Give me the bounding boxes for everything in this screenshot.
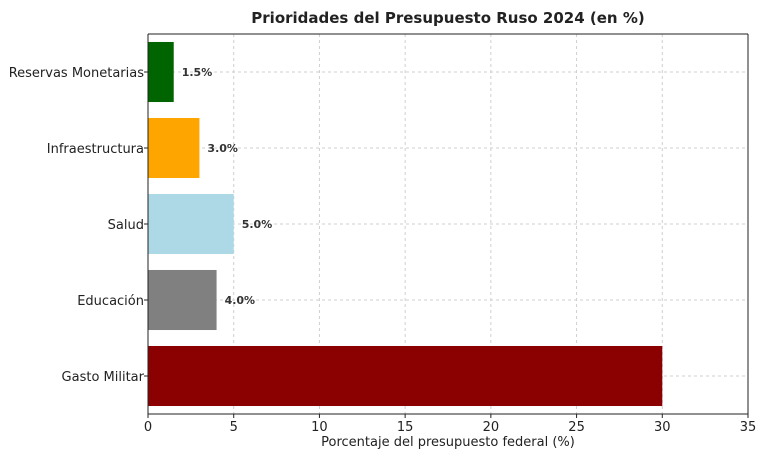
data-label: 4.0% [225, 294, 256, 307]
y-tick-label: Gasto Militar [62, 370, 145, 385]
y-tick-label: Reservas Monetarias [9, 66, 145, 81]
data-labels: 4.0% 5.0% 3.0% 1.5% [182, 66, 273, 307]
bar [148, 269, 217, 331]
y-tick-label: Salud [108, 218, 144, 233]
x-tick-label: 10 [311, 420, 328, 435]
bar [148, 193, 234, 255]
x-tick-label: 35 [740, 420, 757, 435]
data-label: 3.0% [207, 142, 238, 155]
x-tick-label: 25 [568, 420, 585, 435]
x-tick-label: 15 [397, 420, 414, 435]
x-tick-label: 20 [483, 420, 500, 435]
bar [148, 345, 663, 407]
x-tick-label: 0 [144, 420, 152, 435]
data-label: 5.0% [242, 218, 273, 231]
data-label: 1.5% [182, 66, 213, 79]
x-axis-label: Porcentaje del presupuesto federal (%) [321, 435, 575, 450]
chart-title: Prioridades del Presupuesto Ruso 2024 (e… [251, 9, 644, 27]
y-tick-label: Infraestructura [47, 142, 144, 157]
bars [148, 41, 663, 407]
bar [148, 41, 174, 103]
x-tick-label: 30 [654, 420, 671, 435]
y-tick-label: Educación [77, 294, 144, 309]
axes: Gasto Militar Educación Salud Infraestructu… [9, 33, 757, 435]
x-tick-label: 5 [230, 420, 238, 435]
bar [148, 117, 200, 179]
